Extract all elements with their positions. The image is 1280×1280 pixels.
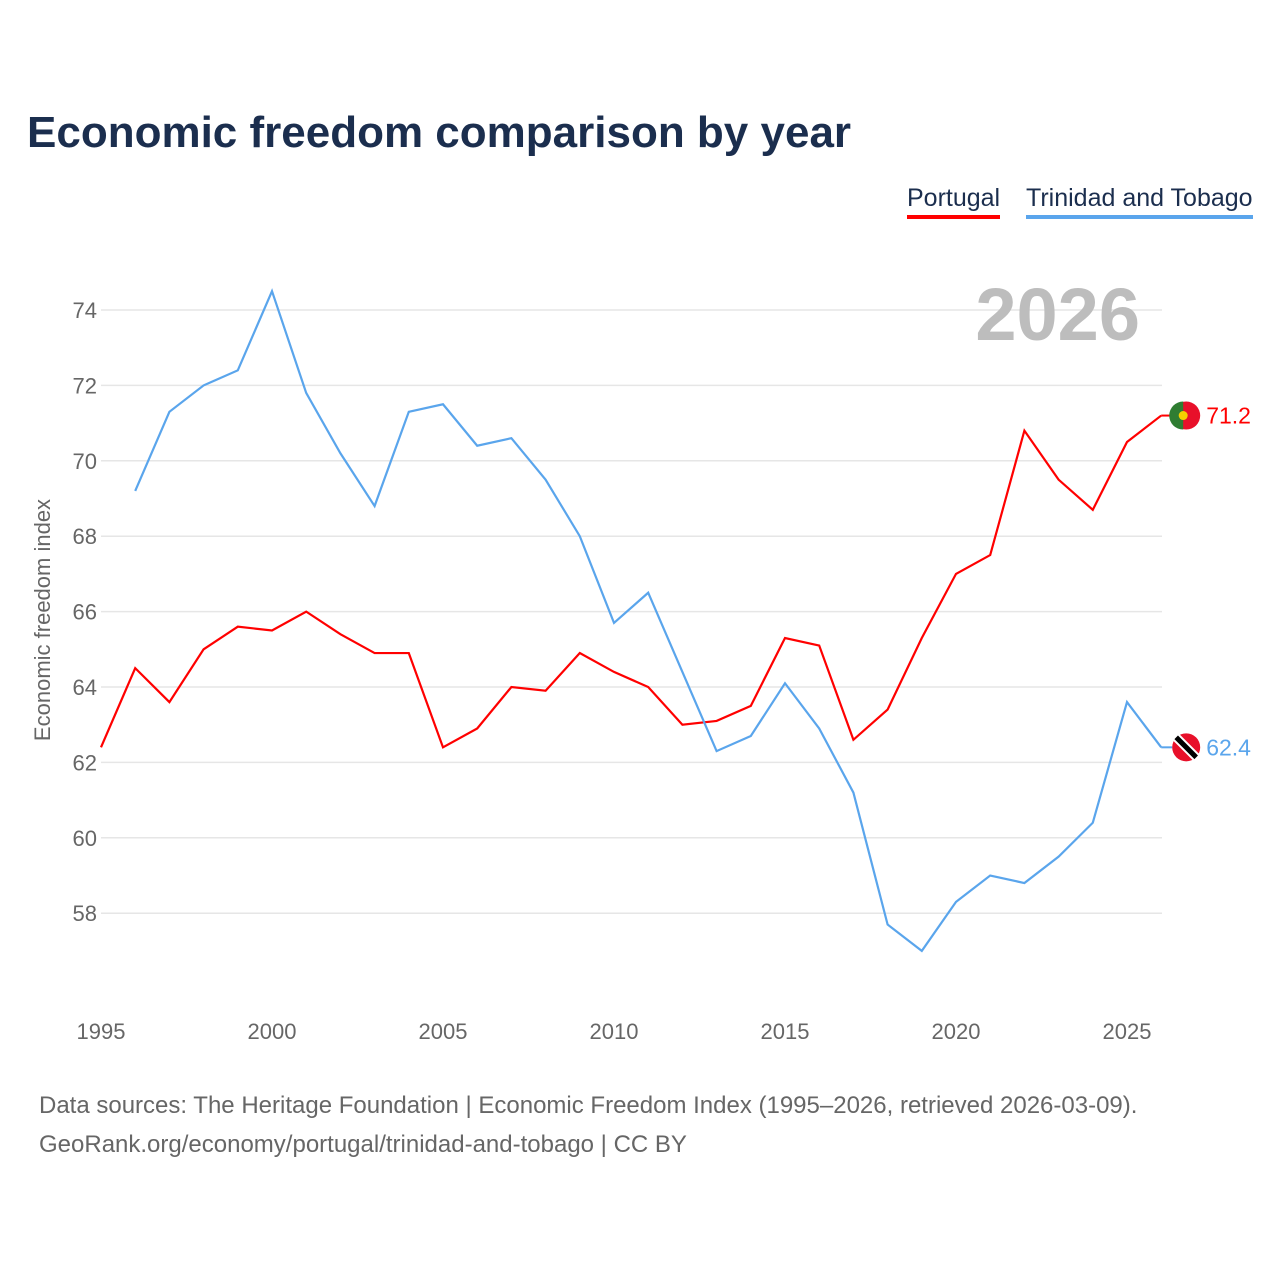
x-tick-label: 2025 bbox=[1103, 1019, 1152, 1044]
x-tick-label: 1995 bbox=[77, 1019, 126, 1044]
y-tick-label: 62 bbox=[73, 750, 97, 775]
y-tick-label: 58 bbox=[73, 901, 97, 926]
series-line-trinidad-and-tobago bbox=[134, 288, 1163, 953]
x-tick-label: 2015 bbox=[761, 1019, 810, 1044]
x-tick-label: 2005 bbox=[419, 1019, 468, 1044]
portugal-flag-green bbox=[1169, 401, 1184, 430]
end-value-label: 71.2 bbox=[1206, 403, 1251, 429]
y-axis-label: Economic freedom index bbox=[30, 499, 55, 741]
x-tick-label: 2020 bbox=[932, 1019, 981, 1044]
data-source: Data sources: The Heritage Foundation | … bbox=[39, 1086, 1137, 1164]
x-tick-label: 2000 bbox=[248, 1019, 297, 1044]
y-tick-label: 66 bbox=[73, 600, 97, 625]
y-tick-label: 60 bbox=[73, 826, 97, 851]
y-tick-label: 70 bbox=[73, 449, 97, 474]
year-watermark: 2026 bbox=[975, 273, 1140, 356]
legend-portugal[interactable]: Portugal bbox=[907, 184, 1001, 219]
chart-title: Economic freedom comparison by year bbox=[27, 108, 852, 157]
y-tick-label: 72 bbox=[73, 373, 97, 398]
y-tick-label: 64 bbox=[73, 675, 97, 700]
portugal-flag-emblem bbox=[1178, 411, 1188, 421]
source-link[interactable]: GeoRank.org/economy/portugal/trinidad-an… bbox=[39, 1131, 687, 1158]
series-line-portugal bbox=[99, 414, 1162, 749]
y-tick-label: 74 bbox=[73, 298, 97, 323]
y-tick-label: 68 bbox=[73, 524, 97, 549]
x-tick-label: 2010 bbox=[590, 1019, 639, 1044]
end-value-label: 62.4 bbox=[1206, 734, 1251, 760]
trinidad-flag-black bbox=[1174, 735, 1198, 760]
source-line: Data sources: The Heritage Foundation | … bbox=[39, 1092, 1138, 1119]
legend-trinidad-and-tobago[interactable]: Trinidad and Tobago bbox=[1026, 184, 1253, 219]
